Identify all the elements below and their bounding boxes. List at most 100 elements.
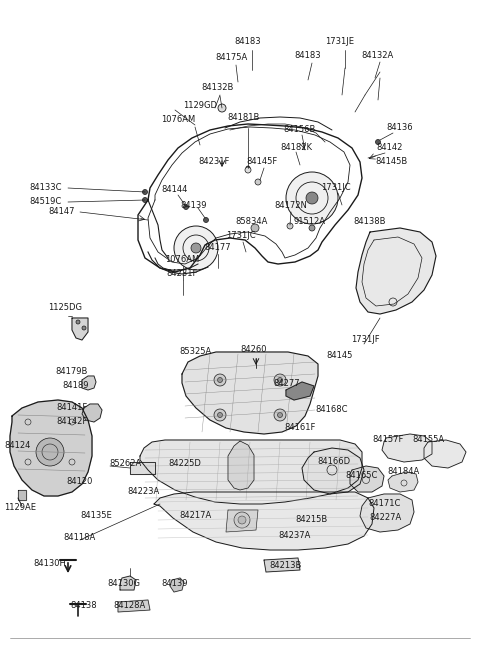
Text: 84277: 84277 — [274, 379, 300, 388]
Text: 84133C: 84133C — [30, 183, 62, 193]
Text: 84139: 84139 — [162, 580, 188, 588]
Polygon shape — [226, 510, 258, 532]
Polygon shape — [154, 492, 374, 550]
Text: 1076AM: 1076AM — [165, 255, 199, 265]
Circle shape — [277, 413, 283, 417]
Text: 84120: 84120 — [67, 477, 93, 487]
Circle shape — [255, 179, 261, 185]
Circle shape — [286, 172, 338, 224]
Circle shape — [36, 438, 64, 466]
Text: 84177: 84177 — [204, 244, 231, 252]
Text: 84183: 84183 — [295, 52, 321, 60]
Polygon shape — [82, 404, 102, 422]
Text: 84130H: 84130H — [34, 559, 66, 569]
Text: 84132A: 84132A — [362, 50, 394, 60]
Circle shape — [274, 409, 286, 421]
Text: 1129AE: 1129AE — [4, 504, 36, 512]
Polygon shape — [130, 462, 155, 474]
Circle shape — [375, 140, 381, 145]
Text: 84142: 84142 — [377, 143, 403, 153]
Text: 84138: 84138 — [71, 601, 97, 610]
Polygon shape — [388, 472, 418, 492]
Circle shape — [143, 189, 147, 195]
Text: 84223A: 84223A — [128, 487, 160, 496]
Circle shape — [214, 409, 226, 421]
Circle shape — [174, 226, 218, 270]
Text: 84179B: 84179B — [56, 367, 88, 377]
Text: 84184A: 84184A — [388, 468, 420, 476]
Text: 84135E: 84135E — [80, 512, 112, 521]
Text: 84182K: 84182K — [280, 143, 312, 153]
Text: 84144: 84144 — [162, 185, 188, 195]
Circle shape — [191, 243, 201, 253]
Polygon shape — [120, 576, 136, 590]
Text: 84145F: 84145F — [246, 157, 277, 166]
Circle shape — [217, 413, 223, 417]
Text: 84142F: 84142F — [56, 417, 88, 426]
Polygon shape — [182, 352, 318, 434]
Text: 84157F: 84157F — [372, 436, 404, 445]
Text: 85325A: 85325A — [180, 348, 212, 356]
Circle shape — [82, 326, 86, 330]
Text: 1731JC: 1731JC — [226, 231, 256, 240]
Polygon shape — [140, 440, 362, 504]
Circle shape — [274, 374, 286, 386]
Text: 84166D: 84166D — [317, 457, 350, 466]
Text: 1731JE: 1731JE — [325, 37, 355, 47]
Polygon shape — [118, 600, 150, 612]
Text: 85262A: 85262A — [110, 460, 142, 468]
Polygon shape — [356, 228, 436, 314]
Text: 84161F: 84161F — [284, 424, 316, 432]
Text: 84145: 84145 — [327, 350, 353, 360]
Text: 1125DG: 1125DG — [48, 303, 82, 312]
Circle shape — [287, 223, 293, 229]
Polygon shape — [424, 440, 466, 468]
Text: 84118A: 84118A — [64, 534, 96, 542]
Text: 84145B: 84145B — [376, 157, 408, 166]
Text: 84168C: 84168C — [316, 405, 348, 415]
Polygon shape — [302, 448, 364, 494]
Polygon shape — [264, 558, 300, 572]
Polygon shape — [350, 466, 384, 492]
Circle shape — [238, 516, 246, 524]
Circle shape — [76, 320, 80, 324]
Circle shape — [183, 204, 189, 210]
Polygon shape — [10, 400, 92, 496]
Text: 84156B: 84156B — [284, 126, 316, 134]
Text: 84139: 84139 — [181, 200, 207, 210]
Text: 84231F: 84231F — [198, 157, 230, 166]
Text: 84165C: 84165C — [346, 472, 378, 481]
Text: 1076AM: 1076AM — [161, 115, 195, 124]
Circle shape — [217, 377, 223, 383]
Text: 84231F: 84231F — [166, 269, 198, 278]
Text: 84227A: 84227A — [369, 514, 401, 523]
Text: 84519C: 84519C — [30, 198, 62, 206]
Text: 84237A: 84237A — [279, 531, 311, 540]
Text: 84128A: 84128A — [114, 601, 146, 610]
Text: 84141F: 84141F — [56, 403, 88, 413]
Text: 84175A: 84175A — [216, 54, 248, 62]
Circle shape — [246, 166, 250, 170]
Polygon shape — [170, 578, 184, 592]
Circle shape — [245, 167, 251, 173]
Text: 1129GD: 1129GD — [183, 100, 217, 109]
Circle shape — [251, 224, 259, 232]
Polygon shape — [286, 382, 314, 400]
Circle shape — [234, 512, 250, 528]
Circle shape — [218, 104, 226, 112]
Polygon shape — [228, 441, 254, 490]
Polygon shape — [82, 376, 96, 390]
Text: 85834A: 85834A — [236, 217, 268, 227]
Polygon shape — [18, 490, 26, 500]
Text: 84130G: 84130G — [108, 580, 141, 588]
Circle shape — [214, 374, 226, 386]
Text: 84136: 84136 — [387, 124, 413, 132]
Text: 1731JF: 1731JF — [351, 335, 379, 345]
Circle shape — [309, 225, 315, 231]
Text: 84124: 84124 — [5, 441, 31, 451]
Circle shape — [306, 192, 318, 204]
Circle shape — [204, 217, 208, 223]
Text: 84155A: 84155A — [412, 436, 444, 445]
Text: 84181B: 84181B — [228, 113, 260, 122]
Text: 84147: 84147 — [49, 208, 75, 217]
